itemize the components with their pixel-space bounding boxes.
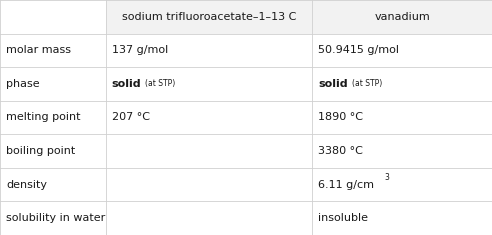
Text: melting point: melting point xyxy=(6,113,80,122)
Text: molar mass: molar mass xyxy=(6,45,71,55)
Bar xyxy=(106,0,312,34)
Text: 3380 °C: 3380 °C xyxy=(318,146,363,156)
Text: 137 g/mol: 137 g/mol xyxy=(112,45,168,55)
Text: 50.9415 g/mol: 50.9415 g/mol xyxy=(318,45,400,55)
Text: 3: 3 xyxy=(385,173,390,182)
Text: phase: phase xyxy=(6,79,39,89)
Text: insoluble: insoluble xyxy=(318,213,369,223)
Text: solubility in water: solubility in water xyxy=(6,213,105,223)
Bar xyxy=(312,0,492,34)
Text: 1890 °C: 1890 °C xyxy=(318,113,363,122)
Text: density: density xyxy=(6,180,47,190)
Text: (at STP): (at STP) xyxy=(145,79,175,88)
Text: 6.11 g/cm: 6.11 g/cm xyxy=(318,180,374,190)
Text: boiling point: boiling point xyxy=(6,146,75,156)
Text: (at STP): (at STP) xyxy=(352,79,382,88)
Text: solid: solid xyxy=(318,79,348,89)
Text: 207 °C: 207 °C xyxy=(112,113,150,122)
Text: solid: solid xyxy=(112,79,141,89)
Text: vanadium: vanadium xyxy=(374,12,430,22)
Text: sodium trifluoroacetate–1–13 C: sodium trifluoroacetate–1–13 C xyxy=(122,12,296,22)
